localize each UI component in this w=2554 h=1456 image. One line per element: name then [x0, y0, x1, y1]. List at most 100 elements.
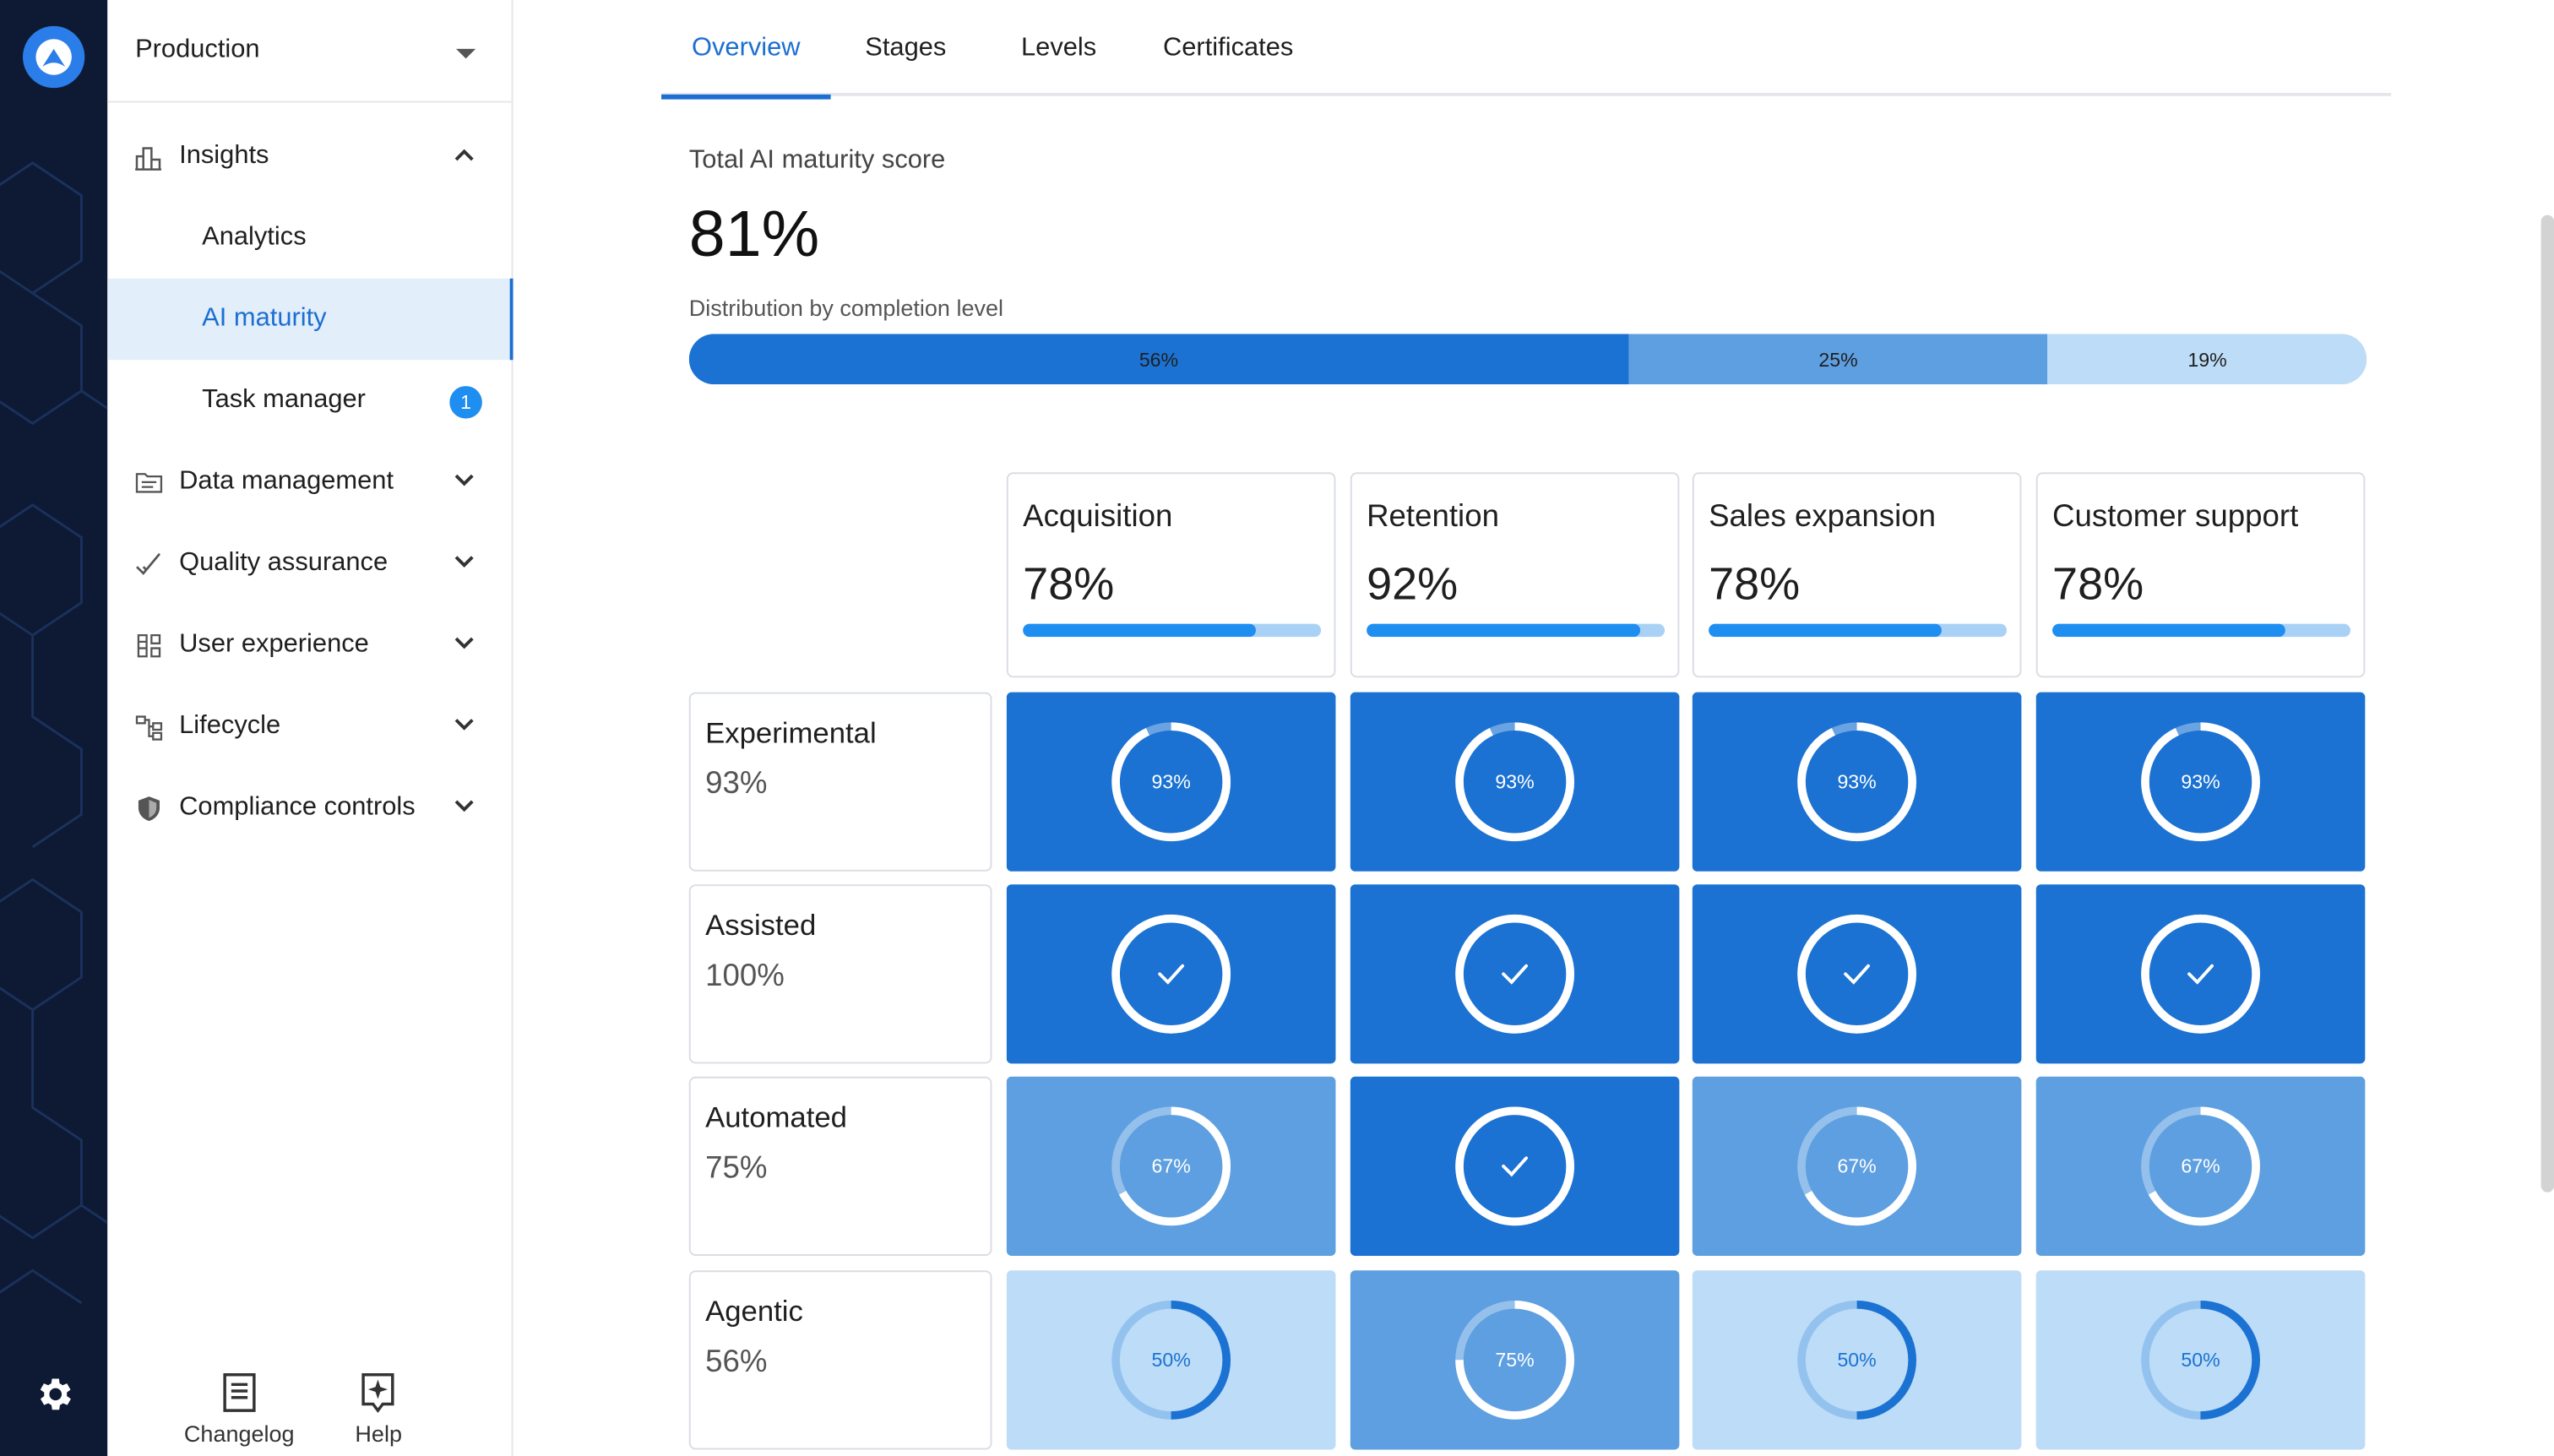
- progress-ring: 50%: [2141, 1300, 2260, 1420]
- ring-progress: [1797, 722, 1916, 842]
- sidebar-item-quality-assurance[interactable]: Quality assurance: [107, 523, 511, 604]
- ring-progress: [1797, 914, 1916, 1034]
- ring-progress: [2141, 914, 2260, 1034]
- maturity-cell[interactable]: 67%: [2035, 1076, 2366, 1256]
- maturity-cell[interactable]: 93%: [2035, 692, 2366, 872]
- cell-percent-label: 50%: [2181, 1349, 2220, 1371]
- cell-percent-label: 93%: [1495, 770, 1534, 792]
- ring-progress: [1455, 722, 1574, 842]
- ring-progress: [1455, 1300, 1574, 1420]
- maturity-cell[interactable]: [1350, 1076, 1680, 1256]
- maturity-cell[interactable]: 67%: [1006, 1076, 1336, 1256]
- sidebar-item-ai-maturity[interactable]: AI maturity: [107, 278, 514, 361]
- distribution-segment-label: 19%: [2187, 347, 2227, 371]
- category-progress-fill: [1709, 623, 1942, 638]
- category-card[interactable]: Retention 92%: [1350, 472, 1680, 678]
- logo-icon: [35, 39, 72, 75]
- tab-bar: Overview Stages Levels Certificates: [661, 0, 2392, 100]
- maturity-cell[interactable]: [1006, 884, 1336, 1064]
- sidebar-item-data-management[interactable]: Data management: [107, 442, 511, 523]
- help-button[interactable]: Help: [355, 1372, 402, 1447]
- sidebar-item-compliance-controls[interactable]: Compliance controls: [107, 767, 511, 848]
- category-card[interactable]: Sales expansion 78%: [1692, 472, 2022, 678]
- score-label: Total AI maturity score: [688, 146, 946, 175]
- layout-icon: [137, 633, 161, 658]
- caret-down-icon: [456, 48, 476, 59]
- category-card[interactable]: Customer support 78%: [2035, 472, 2366, 678]
- complete-ring-icon: [1455, 914, 1574, 1034]
- sidebar-item-lifecycle[interactable]: Lifecycle: [107, 686, 511, 767]
- settings-gear-icon[interactable]: [33, 1373, 75, 1415]
- ring-progress: [2141, 1106, 2260, 1226]
- ring-progress: [1455, 1106, 1574, 1226]
- maturity-cell[interactable]: 50%: [1692, 1270, 2022, 1450]
- changelog-button[interactable]: Changelog: [184, 1372, 295, 1447]
- maturity-cell[interactable]: 93%: [1692, 692, 2022, 872]
- maturity-cell[interactable]: 50%: [1006, 1270, 1336, 1450]
- flow-icon: [135, 715, 163, 741]
- progress-ring: 67%: [1111, 1106, 1231, 1226]
- category-percent: 78%: [1709, 558, 1801, 610]
- cell-percent-label: 93%: [1152, 770, 1191, 792]
- environment-label: Production: [135, 35, 260, 64]
- ring-progress: [1797, 1106, 1916, 1226]
- tab-label: Levels: [1020, 33, 1097, 62]
- sidebar-item-label: Compliance controls: [179, 793, 416, 822]
- ring-progress: [1797, 1300, 1916, 1420]
- tab-levels[interactable]: Levels: [997, 0, 1121, 96]
- category-name: Customer support: [2052, 500, 2299, 535]
- ring-progress: [1111, 1300, 1231, 1420]
- sidebar-item-label: AI maturity: [202, 304, 327, 333]
- ring-progress: [2141, 1300, 2260, 1420]
- level-card[interactable]: Assisted 100%: [688, 884, 992, 1064]
- sidebar-item-label: Data management: [179, 467, 394, 496]
- tab-overview[interactable]: Overview: [661, 0, 831, 100]
- chevron-up-icon: [454, 149, 474, 161]
- sidebar-item-analytics[interactable]: Analytics: [107, 197, 511, 278]
- maturity-cell[interactable]: 67%: [1692, 1076, 2022, 1256]
- distribution-bar: 56% 25% 19%: [688, 334, 2367, 385]
- changelog-label: Changelog: [183, 1420, 295, 1447]
- sidebar-item-task-manager[interactable]: Task manager 1: [107, 360, 511, 441]
- score-value: 81%: [688, 198, 820, 271]
- complete-ring-icon: [1111, 914, 1231, 1034]
- distribution-segment: 56%: [688, 334, 1629, 385]
- maturity-cell[interactable]: 93%: [1006, 692, 1336, 872]
- category-card[interactable]: Acquisition 78%: [1006, 472, 1336, 678]
- tab-certificates[interactable]: Certificates: [1150, 0, 1307, 96]
- notification-badge: 1: [449, 386, 482, 419]
- level-card[interactable]: Automated 75%: [688, 1076, 992, 1256]
- category-progress-bar: [1367, 623, 1666, 638]
- environment-select[interactable]: Production: [107, 0, 512, 103]
- level-card[interactable]: Agentic 56%: [688, 1270, 992, 1450]
- sidebar-item-label: Insights: [179, 141, 269, 170]
- check-icon: [1502, 964, 1529, 985]
- level-card[interactable]: Experimental 93%: [688, 692, 992, 872]
- chevron-down-icon: [454, 637, 474, 649]
- scrollbar[interactable]: [2540, 215, 2554, 1193]
- progress-ring: 93%: [1455, 722, 1574, 842]
- maturity-cell[interactable]: [1350, 884, 1680, 1064]
- chevron-down-icon: [454, 719, 474, 731]
- tab-stages[interactable]: Stages: [844, 0, 968, 96]
- app-rail: [0, 0, 108, 1456]
- distribution-segment-label: 56%: [1138, 347, 1179, 371]
- double-check-icon: [136, 552, 161, 575]
- maturity-cell[interactable]: 93%: [1350, 692, 1680, 872]
- sidebar-item-insights[interactable]: Insights: [107, 116, 511, 197]
- level-percent: 75%: [705, 1151, 768, 1187]
- level-percent: 93%: [705, 767, 768, 801]
- sidebar-item-user-experience[interactable]: User experience: [107, 605, 511, 686]
- maturity-cell[interactable]: [1692, 884, 2022, 1064]
- level-percent: 56%: [705, 1345, 768, 1380]
- maturity-cell[interactable]: 50%: [2035, 1270, 2366, 1450]
- category-progress-fill: [1367, 623, 1641, 638]
- maturity-cell[interactable]: 75%: [1350, 1270, 1680, 1450]
- ring-progress: [1111, 1106, 1231, 1226]
- app-logo[interactable]: [23, 25, 85, 89]
- progress-ring: 67%: [1797, 1106, 1916, 1226]
- distribution-segment: 19%: [2047, 334, 2367, 385]
- progress-ring: 93%: [2141, 722, 2260, 842]
- complete-ring-icon: [1797, 914, 1916, 1034]
- maturity-cell[interactable]: [2035, 884, 2366, 1064]
